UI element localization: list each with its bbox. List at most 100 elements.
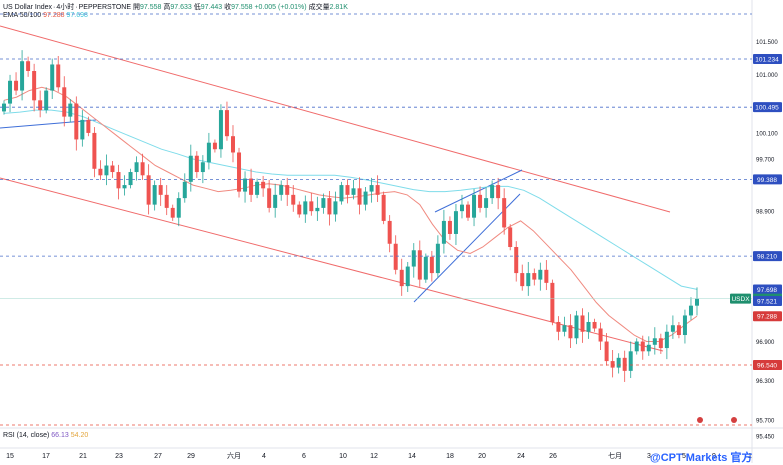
candle-body [74, 103, 79, 140]
candle-body [538, 269, 543, 280]
time-tick-label: 9 [712, 453, 716, 460]
candle-body [417, 250, 422, 280]
candle-body [526, 273, 531, 287]
candle-body [580, 315, 585, 332]
time-tick-label: 3 [647, 453, 651, 460]
candle-body [574, 315, 579, 339]
candle-body [206, 142, 211, 163]
rising-channel-upper [434, 169, 523, 213]
candle-body [628, 351, 633, 371]
price-tick-label: 98.900 [756, 210, 775, 216]
symbol-tag-label: USDX [731, 296, 750, 303]
channel-upper-line [0, 25, 671, 213]
candle-body [122, 185, 127, 189]
chart-event-icons [697, 417, 737, 423]
symbol-name[interactable]: US Dollar Index [3, 4, 53, 11]
price-tick-label: 100.100 [756, 131, 778, 137]
candle-body [321, 198, 326, 208]
ema-100-line [3, 109, 698, 290]
price-axis-ticks: 101.500 101.000 100.100 99.700 98.900 96.900 9… [756, 40, 778, 440]
candle-body [604, 341, 609, 362]
candle-body [333, 201, 338, 215]
price-axis-panel[interactable] [752, 0, 783, 463]
time-tick-label: 23 [115, 453, 123, 460]
price-badge-label: 99.388 [757, 177, 777, 184]
candle-body [212, 142, 217, 150]
price-badge [753, 251, 782, 262]
ema-fast-value: 97.288 [43, 12, 65, 19]
price-badge [753, 174, 782, 185]
candles-group [2, 50, 699, 382]
price-badge-label: 96.540 [757, 363, 777, 370]
candle-body [640, 341, 645, 352]
candle-body [435, 243, 440, 274]
time-tick-label: 15 [6, 453, 14, 460]
price-badge [753, 311, 782, 322]
candle-body [556, 321, 561, 332]
candle-body [297, 204, 302, 215]
candle-body [230, 136, 235, 153]
time-tick-label: 20 [478, 453, 486, 460]
candle-body [104, 165, 109, 176]
legend-header: US Dollar Index·4小时·PEPPERSTONE 開97.558 … [3, 4, 348, 11]
price-tick-label: 95.700 [756, 418, 775, 424]
candle-body [658, 338, 663, 349]
candle-body [134, 162, 139, 173]
rsi-ma-value: 54.20 [70, 432, 89, 439]
candle-body [26, 61, 31, 71]
price-badge [753, 54, 782, 64]
candle-body [568, 325, 573, 339]
low-value: 97.443 [200, 4, 223, 11]
candle-body [634, 341, 639, 352]
candle-body [273, 194, 278, 208]
candle-body [38, 100, 43, 111]
candle-body [152, 185, 157, 205]
candle-body [490, 185, 495, 199]
candle-body [616, 357, 621, 368]
price-tick-label: 96.300 [756, 379, 775, 385]
price-badges-group: 101.234 100.495 99.388 98.210 96.540 97.698 97… [730, 54, 782, 370]
candle-body [303, 201, 308, 215]
candle-body [345, 185, 350, 195]
candle-body [423, 256, 428, 280]
candle-body [327, 198, 332, 215]
price-tick-label: 96.900 [756, 340, 775, 346]
candle-body [459, 204, 464, 212]
candle-body [224, 110, 229, 137]
volume-value: 2.81K [329, 4, 348, 11]
candle-body [146, 175, 151, 205]
candle-body [255, 181, 260, 195]
price-badge-label: 98.210 [757, 254, 777, 261]
candle-body [62, 87, 67, 117]
watermark: @CPT Markets 官方 [650, 452, 753, 464]
candle-body [598, 328, 603, 342]
candle-body [496, 185, 501, 199]
price-levels-group [0, 58, 752, 366]
price-badge-label: 97.288 [757, 314, 777, 321]
candle-body [56, 64, 61, 88]
candle-body [14, 80, 19, 91]
candle-body [357, 188, 362, 205]
candle-body [544, 269, 549, 283]
candle-body [182, 181, 187, 199]
event-icon-secondary[interactable] [731, 417, 737, 423]
rsi-legend[interactable]: RSI (14, close) 66.13 54.20 [3, 432, 88, 439]
candle-body [339, 185, 344, 202]
ema-legend[interactable]: EMA 50/100 97.288 97.698 [3, 12, 88, 19]
ema-slow-value: 97.698 [66, 12, 88, 19]
interval-label[interactable]: 4小时 [56, 4, 75, 11]
candle-body [532, 273, 537, 280]
open-label: 開 [132, 4, 140, 11]
candle-body [116, 172, 121, 189]
event-icon[interactable] [697, 417, 703, 423]
open-value: 97.558 [139, 4, 162, 11]
candle-body [80, 119, 85, 140]
price-tick-label: 101.000 [756, 73, 778, 79]
candle-body [44, 90, 49, 111]
candle-body [453, 211, 458, 234]
candle-body [411, 250, 416, 267]
time-tick-label: 26 [549, 453, 557, 460]
candle-body [32, 70, 37, 101]
candle-body [562, 325, 567, 332]
